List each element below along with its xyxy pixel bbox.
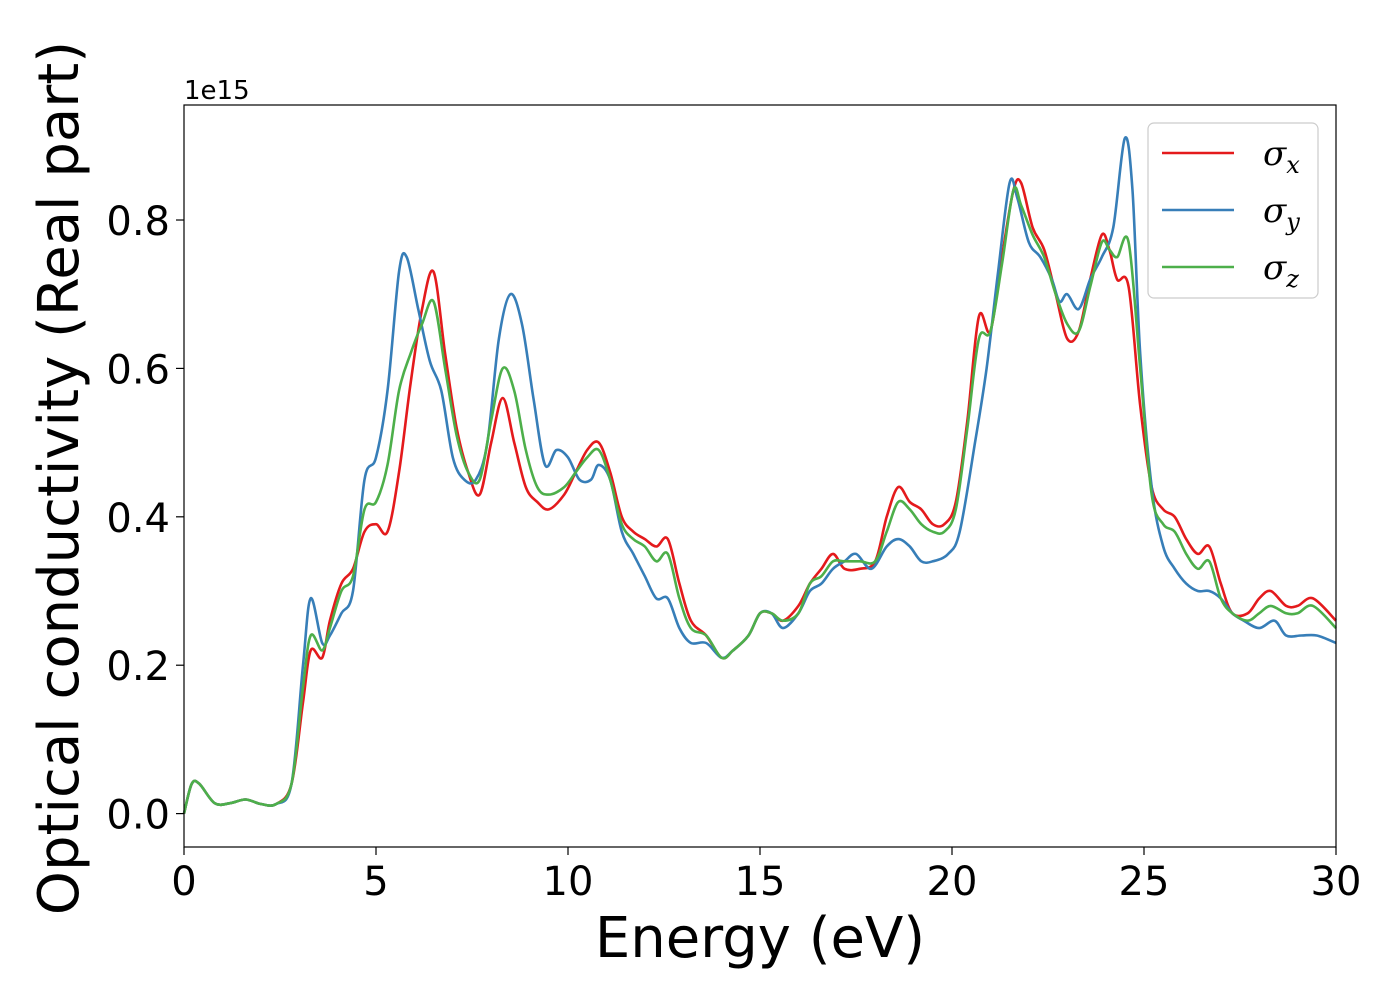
y-axis-ticks: 0.0 0.2 0.4 0.6 0.8 [106,199,184,839]
x-tick-label: 20 [927,859,978,905]
legend-label-x: σx [1263,134,1300,179]
x-tick-label: 5 [363,859,388,905]
x-tick-label: 15 [735,859,786,905]
y-axis-title: Optical conductivity (Real part) [27,41,92,915]
y-tick-label: 0.4 [106,496,170,542]
legend-label-z: σz [1263,248,1299,293]
x-tick-label: 30 [1311,859,1362,905]
y-offset-label: 1e15 [184,76,250,106]
y-tick-label: 0.6 [106,347,170,393]
y-tick-label: 0.0 [106,793,170,839]
x-axis-ticks: 0 5 10 15 20 25 30 [171,847,1361,905]
x-tick-label: 0 [171,859,196,905]
series-layer [182,136,1337,814]
y-tick-label: 0.2 [106,644,170,690]
y-tick-label: 0.8 [106,199,170,245]
legend: σx σy σz [1147,122,1319,299]
x-axis-title: Energy (eV) [595,906,925,971]
legend-label-y: σy [1263,191,1300,236]
x-tick-label: 10 [543,859,594,905]
x-tick-label: 25 [1119,859,1170,905]
series-line-z [182,186,1337,814]
